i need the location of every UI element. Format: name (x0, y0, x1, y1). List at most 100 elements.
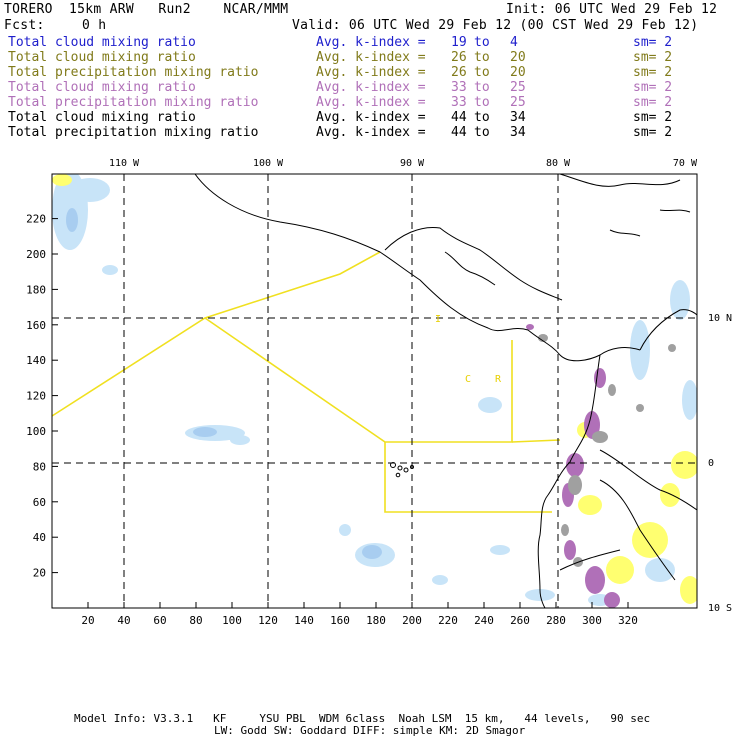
model-physics: LW: Godd SW: Goddard DIFF: simple KM: 2D… (214, 724, 526, 737)
x-tick-label: 40 (117, 614, 130, 627)
longitude-label: 90 W (400, 158, 425, 169)
region-label: R (495, 374, 502, 385)
y-tick-label: 160 (26, 319, 46, 332)
lat-lon-grid (52, 174, 697, 608)
forecast-label: Fcst: (4, 18, 45, 33)
legend-smoothing: sm= 2 (633, 65, 673, 80)
longitude-label: 110 W (109, 158, 140, 169)
y-tick-label: 120 (26, 390, 46, 403)
forecast-hour: 0 h (82, 18, 107, 33)
plot-frame (51, 173, 698, 609)
legend-row: Total precipitation mixing ratio Avg. k-i… (8, 65, 728, 80)
legend-k-to: to (474, 95, 490, 110)
legend-avg-label: Avg. k-index = (316, 80, 426, 95)
y-tick-label: 20 (33, 567, 46, 580)
legend-k-start: 19 (451, 35, 467, 50)
legend-avg-label: Avg. k-index = (316, 35, 426, 50)
legend-k-start: 44 (451, 110, 467, 125)
legend-k-start: 33 (451, 95, 467, 110)
region-label: C (465, 374, 471, 385)
model-info: Model Info: V3.3.1 KF YSU PBL WDM 6class… (74, 712, 651, 725)
legend-row: Total precipitation mixing ratio Avg. k-i… (8, 95, 728, 110)
latitude-label: 10 N (708, 313, 732, 324)
legend-smoothing: sm= 2 (633, 80, 673, 95)
x-tick-label: 180 (366, 614, 386, 627)
y-tick-label: 80 (33, 460, 46, 473)
x-tick-label: 120 (258, 614, 278, 627)
legend-k-to: to (474, 125, 490, 140)
x-tick-label: 160 (330, 614, 350, 627)
legend-smoothing: sm= 2 (633, 125, 673, 140)
region-label: I (435, 314, 441, 325)
legend-k-end: 34 (510, 125, 526, 140)
legend-smoothing: sm= 2 (633, 50, 673, 65)
legend-k-start: 26 (451, 65, 467, 80)
legend-field-name: Total cloud mixing ratio (8, 50, 196, 65)
legend-k-to: to (474, 35, 490, 50)
legend-smoothing: sm= 2 (633, 95, 673, 110)
legend-avg-label: Avg. k-index = (316, 50, 426, 65)
valid-time: Valid: 06 UTC Wed 29 Feb 12 (00 CST Wed … (292, 18, 699, 33)
legend-avg-label: Avg. k-index = (316, 110, 426, 125)
y-tick-label: 200 (26, 248, 46, 261)
coastlines (194, 174, 697, 608)
latitude-label: 10 S (708, 603, 732, 614)
legend-k-start: 33 (451, 80, 467, 95)
legend-row: Total cloud mixing ratio Avg. k-index = 44… (8, 110, 728, 125)
legend-field-name: Total cloud mixing ratio (8, 35, 196, 50)
y-tick-label: 220 (26, 213, 46, 226)
legend-k-end: 25 (510, 80, 526, 95)
init-time: Init: 06 UTC Wed 29 Feb 12 (506, 2, 718, 17)
longitude-label: 70 W (673, 158, 698, 169)
x-tick-label: 60 (153, 614, 166, 627)
legend-field-name: Total cloud mixing ratio (8, 80, 196, 95)
legend-smoothing: sm= 2 (633, 35, 673, 50)
legend-k-to: to (474, 80, 490, 95)
legend-smoothing: sm= 2 (633, 110, 673, 125)
forecast-map: 20 40 60 80 100 120 140 160 180 200 220 240 260 280 30… (26, 158, 732, 627)
longitude-label: 100 W (253, 158, 284, 169)
region-boundaries (51, 251, 561, 513)
legend-k-end: 4 (510, 35, 518, 50)
longitude-label: 80 W (546, 158, 571, 169)
y-tick-label: 180 (26, 283, 46, 296)
x-tick-label: 80 (189, 614, 202, 627)
y-tick-label: 60 (33, 496, 46, 509)
run-title: TORERO 15km ARW Run2 NCAR/MMM (4, 2, 289, 17)
legend-k-start: 26 (451, 50, 467, 65)
legend-k-to: to (474, 110, 490, 125)
x-tick-label: 100 (222, 614, 242, 627)
y-tick-label: 40 (33, 531, 46, 544)
x-tick-label: 220 (438, 614, 458, 627)
legend-avg-label: Avg. k-index = (316, 65, 426, 80)
x-tick-label: 200 (402, 614, 422, 627)
legend-row: Total cloud mixing ratio Avg. k-index = 26… (8, 50, 728, 65)
legend-row: Total cloud mixing ratio Avg. k-index = 19… (8, 35, 728, 50)
latitude-label: 0 (708, 458, 714, 469)
x-tick-label: 300 (582, 614, 602, 627)
x-tick-label: 260 (510, 614, 530, 627)
legend-field-name: Total precipitation mixing ratio (8, 65, 259, 80)
legend-field-name: Total cloud mixing ratio (8, 110, 196, 125)
legend-avg-label: Avg. k-index = (316, 125, 426, 140)
legend-field-name: Total precipitation mixing ratio (8, 125, 259, 140)
legend-k-start: 44 (451, 125, 467, 140)
x-tick-label: 240 (474, 614, 494, 627)
shaded-fields (52, 174, 697, 608)
y-tick-label: 100 (26, 425, 46, 438)
x-tick-label: 140 (294, 614, 314, 627)
legend-k-end: 20 (510, 50, 526, 65)
legend-k-end: 34 (510, 110, 526, 125)
x-tick-label: 280 (546, 614, 566, 627)
x-tick-label: 320 (618, 614, 638, 627)
x-tick-label: 20 (81, 614, 94, 627)
y-tick-label: 140 (26, 354, 46, 367)
legend-avg-label: Avg. k-index = (316, 95, 426, 110)
legend-field-name: Total precipitation mixing ratio (8, 95, 259, 110)
legend-k-end: 25 (510, 95, 526, 110)
legend-row: Total cloud mixing ratio Avg. k-index = 33… (8, 80, 728, 95)
legend-k-end: 20 (510, 65, 526, 80)
legend-k-to: to (474, 50, 490, 65)
legend-row: Total precipitation mixing ratio Avg. k-i… (8, 125, 728, 140)
legend-k-to: to (474, 65, 490, 80)
